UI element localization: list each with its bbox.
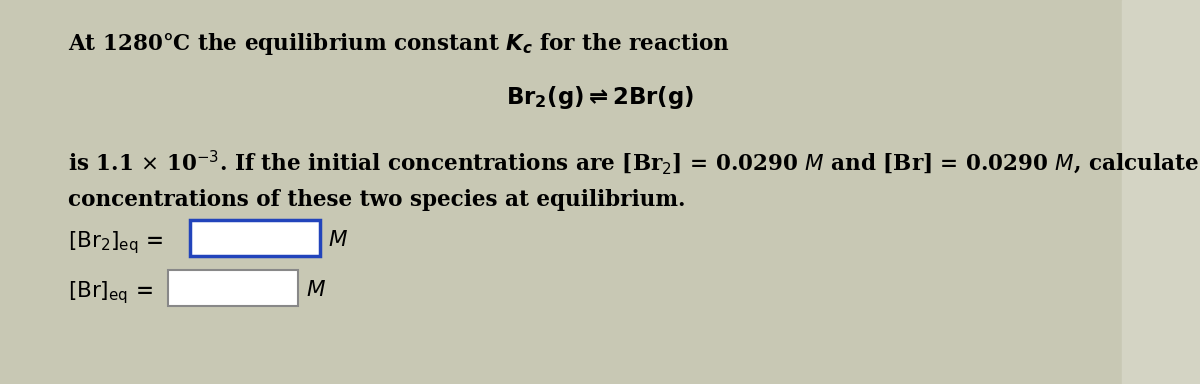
Text: $[\mathrm{Br}_2]_{\mathrm{eq}}$ =: $[\mathrm{Br}_2]_{\mathrm{eq}}$ = bbox=[68, 229, 163, 256]
Text: $[\mathrm{Br}]_{\mathrm{eq}}$ =: $[\mathrm{Br}]_{\mathrm{eq}}$ = bbox=[68, 279, 154, 306]
Text: concentrations of these two species at equilibrium.: concentrations of these two species at e… bbox=[68, 189, 685, 211]
Bar bbox=[190, 220, 320, 256]
Text: $\mathbf{Br_2(g) \rightleftharpoons 2Br(g)}$: $\mathbf{Br_2(g) \rightleftharpoons 2Br(… bbox=[506, 84, 694, 111]
Bar bbox=[168, 270, 298, 306]
Text: $\mathit{M}$: $\mathit{M}$ bbox=[328, 229, 348, 251]
Text: $\mathit{M}$: $\mathit{M}$ bbox=[306, 279, 326, 301]
Text: is 1.1 $\times$ 10$^{-3}$. If the initial concentrations are [Br$_2$] = 0.0290 $: is 1.1 $\times$ 10$^{-3}$. If the initia… bbox=[68, 149, 1200, 177]
Text: At 1280°C the equilibrium constant $\bfit{K}_{\bfit{c}}$ for the reaction: At 1280°C the equilibrium constant $\bfi… bbox=[68, 30, 730, 57]
